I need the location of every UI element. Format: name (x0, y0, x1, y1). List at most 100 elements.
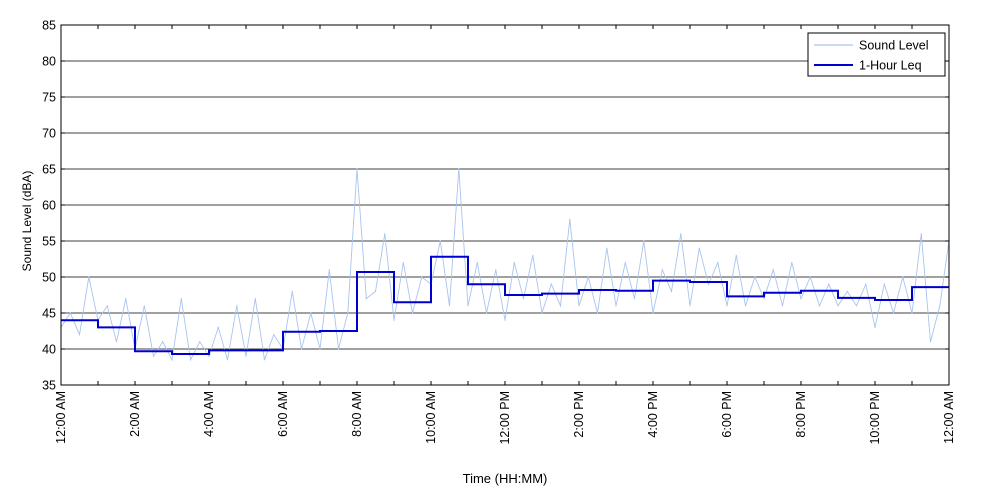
sound-level-point (217, 326, 219, 328)
legend-label-sound-level: Sound Level (859, 39, 929, 53)
sound-level-point (310, 312, 312, 314)
sound-level-point (772, 269, 774, 271)
sound-level-point (189, 359, 192, 361)
sound-level-series (60, 168, 950, 362)
sound-level-point (883, 283, 885, 285)
sound-level-point (818, 305, 821, 307)
sound-level-point (892, 312, 895, 314)
sound-level-point (559, 305, 562, 307)
sound-level-point (587, 276, 589, 278)
sound-level-point (633, 298, 636, 300)
y-tick-label: 55 (42, 235, 56, 249)
sound-level-point (920, 233, 922, 235)
sound-level-line (60, 168, 950, 362)
x-tick-label: 2:00 AM (128, 391, 142, 437)
y-tick-label: 85 (42, 19, 56, 33)
sound-level-point (347, 312, 349, 314)
sound-level-point (809, 276, 811, 278)
x-tick-label: 6:00 AM (276, 391, 290, 437)
x-tick-label: 4:00 PM (646, 391, 660, 438)
sound-level-point (199, 341, 201, 343)
sound-level-point (569, 218, 571, 220)
y-tick-label: 75 (42, 91, 56, 105)
sound-level-point (902, 276, 904, 278)
leq-series (61, 255, 949, 355)
sound-level-point (513, 262, 515, 264)
sound-level-point (69, 312, 71, 314)
sound-level-point (541, 312, 543, 314)
sound-level-point (596, 312, 599, 314)
y-tick-label: 45 (42, 307, 56, 321)
sound-level-point (689, 305, 691, 307)
x-tick-label: 6:00 PM (720, 391, 734, 438)
sound-level-point (846, 290, 848, 292)
sound-level-point (143, 305, 145, 307)
sound-level-point (236, 305, 238, 307)
leq-step-line (61, 255, 949, 355)
sound-level-point (356, 168, 358, 170)
sound-level-point (550, 283, 552, 285)
sound-level-point (606, 247, 608, 249)
sound-level-point (680, 233, 682, 235)
sound-level-point (661, 269, 663, 271)
sound-level-point (615, 305, 617, 307)
x-tick-label: 2:00 PM (572, 391, 586, 438)
x-tick-label: 8:00 AM (350, 391, 364, 437)
sound-level-point (939, 305, 941, 307)
sound-level-point (643, 240, 645, 242)
sound-level-point (865, 283, 867, 285)
sound-level-point (162, 341, 164, 343)
sound-level-point (911, 312, 913, 314)
sound-level-point (106, 305, 108, 307)
sound-level-point (763, 298, 765, 300)
sound-level-point (652, 312, 654, 314)
sound-level-point (365, 298, 367, 300)
sound-level-point (291, 290, 293, 292)
x-axis-ticks: 12:00 AM 2:00 AM 4:00 AM 6:00 AM 8:00 AM 10:0… (54, 25, 956, 445)
sound-level-point (300, 348, 303, 350)
x-tick-label: 4:00 AM (202, 391, 216, 437)
sound-level-point (115, 341, 118, 343)
y-tick-label: 60 (42, 199, 56, 213)
sound-level-point (448, 305, 451, 307)
sound-level-point (791, 262, 793, 264)
x-tick-label: 12:00 AM (942, 391, 956, 444)
sound-level-point (421, 276, 423, 278)
sound-level-point (263, 359, 266, 361)
sound-level-point (152, 355, 155, 357)
sound-level-point (328, 269, 330, 271)
sound-level-point (504, 319, 506, 321)
sound-level-point (245, 355, 247, 357)
sound-level-point (319, 348, 321, 350)
legend-box (807, 32, 946, 77)
sound-level-point (874, 326, 876, 328)
x-tick-label: 10:00 PM (868, 391, 882, 445)
sound-level-point (208, 355, 210, 357)
sound-level-point (717, 262, 719, 264)
sound-level-point (374, 290, 377, 292)
sound-level-point (578, 305, 580, 307)
y-tick-label: 40 (42, 343, 56, 357)
legend-label-leq: 1-Hour Leq (859, 59, 922, 73)
sound-level-point (476, 262, 478, 264)
gridlines (61, 60, 949, 350)
legend: Sound Level 1-Hour Leq (807, 32, 946, 77)
y-axis-ticks: 35 40 45 50 55 60 65 70 75 80 85 (42, 19, 949, 393)
sound-level-point (171, 359, 173, 361)
sound-level-point (707, 283, 710, 285)
sound-level-point (125, 298, 127, 300)
sound-level-point (532, 254, 534, 256)
x-axis-label: Time (HH:MM) (463, 471, 548, 486)
sound-level-point (855, 305, 858, 307)
sound-level-point (485, 312, 488, 314)
sound-level-point (754, 276, 756, 278)
sound-level-point (698, 247, 700, 249)
y-tick-label: 35 (42, 379, 56, 393)
sound-level-point (254, 298, 256, 300)
sound-level-point (393, 319, 395, 321)
sound-level-point (273, 334, 275, 336)
sound-level-point (495, 269, 497, 271)
sound-level-point (522, 298, 525, 300)
sound-level-point (735, 254, 737, 256)
sound-level-point (337, 348, 340, 350)
